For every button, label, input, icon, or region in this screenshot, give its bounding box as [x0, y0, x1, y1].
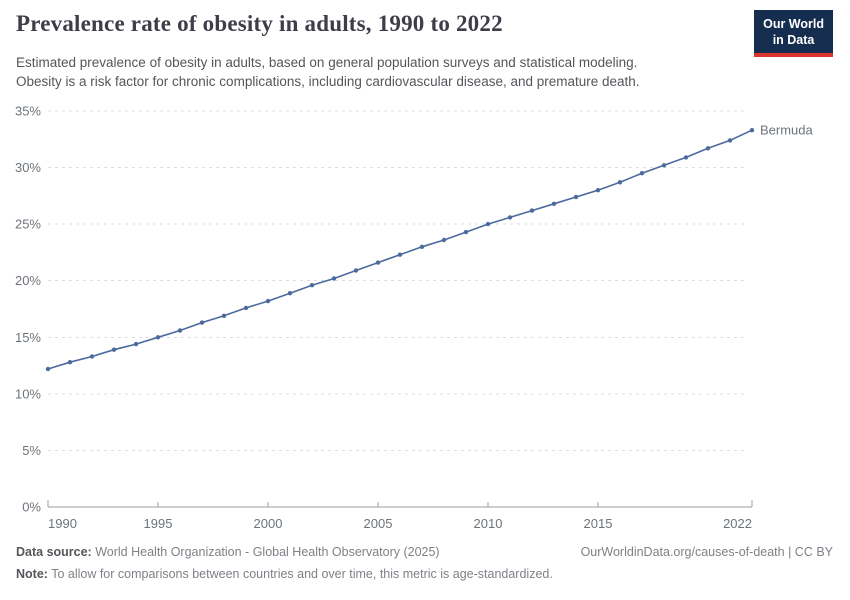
x-axis-tick-label: 2015	[584, 516, 613, 531]
data-point[interactable]	[309, 283, 315, 288]
y-axis-tick-label: 35%	[15, 104, 41, 119]
data-source-line: Data source: World Health Organization -…	[16, 545, 440, 559]
data-point[interactable]	[133, 341, 139, 347]
data-point[interactable]	[89, 354, 95, 359]
data-point[interactable]	[485, 221, 491, 227]
data-point[interactable]	[265, 298, 271, 304]
x-axis-tick-label: 2005	[364, 516, 393, 531]
series-label-bermuda: Bermuda	[760, 123, 814, 138]
y-axis-tick-label: 0%	[22, 500, 41, 515]
data-point[interactable]	[155, 335, 161, 340]
data-point[interactable]	[397, 252, 403, 257]
data-point[interactable]	[727, 138, 733, 143]
x-axis-tick-label: 1995	[144, 516, 173, 531]
owid-logo[interactable]: Our World in Data	[754, 10, 833, 58]
note-line: Note: To allow for comparisons between c…	[16, 567, 553, 581]
data-source-value: World Health Organization - Global Healt…	[95, 545, 440, 559]
data-point[interactable]	[749, 128, 755, 133]
data-point[interactable]	[331, 276, 337, 281]
data-point[interactable]	[441, 237, 447, 243]
data-point[interactable]	[573, 194, 579, 200]
data-source-label: Data source:	[16, 545, 92, 559]
data-point[interactable]	[353, 268, 359, 273]
note-label: Note:	[16, 567, 48, 581]
y-axis-tick-label: 30%	[15, 160, 41, 175]
data-point[interactable]	[67, 360, 73, 365]
chart-subtitle-line1: Estimated prevalence of obesity in adult…	[16, 55, 638, 70]
y-axis-tick-label: 25%	[15, 217, 41, 232]
data-point[interactable]	[705, 146, 711, 151]
data-point[interactable]	[111, 347, 117, 352]
data-point[interactable]	[507, 215, 513, 220]
owid-logo-line1: Our World	[763, 17, 824, 31]
data-point[interactable]	[221, 313, 227, 318]
page-title: Prevalence rate of obesity in adults, 19…	[16, 11, 503, 36]
data-point[interactable]	[45, 366, 51, 372]
data-point[interactable]	[463, 229, 469, 235]
x-axis-tick-label: 2022	[723, 516, 752, 531]
owid-license-link[interactable]: OurWorldinData.org/causes-of-death | CC …	[580, 545, 833, 559]
x-axis-tick-label: 2000	[254, 516, 283, 531]
chart-subtitle-line2: Obesity is a risk factor for chronic com…	[16, 74, 640, 90]
x-axis-tick-label: 1990	[48, 516, 77, 531]
data-point[interactable]	[595, 188, 601, 193]
y-axis-tick-label: 5%	[22, 443, 41, 458]
owid-logo-line2: in Data	[772, 32, 815, 47]
data-point[interactable]	[617, 180, 623, 185]
data-point[interactable]	[287, 291, 293, 296]
data-point[interactable]	[683, 155, 689, 160]
note-value: To allow for comparisons between countri…	[51, 567, 553, 581]
chart-subtitle: Estimated prevalence of obesity in adult…	[16, 53, 640, 91]
data-point[interactable]	[243, 305, 249, 311]
data-point[interactable]	[661, 163, 667, 168]
data-point[interactable]	[639, 171, 645, 176]
data-point[interactable]	[177, 328, 183, 333]
x-axis-tick-label: 2010	[474, 516, 503, 531]
y-axis-tick-label: 10%	[15, 386, 41, 401]
data-point[interactable]	[375, 260, 381, 265]
y-axis-tick-label: 15%	[15, 330, 41, 345]
y-axis-tick-label: 20%	[15, 273, 41, 288]
data-point[interactable]	[551, 201, 557, 206]
series-line-bermuda[interactable]	[47, 129, 753, 370]
data-point[interactable]	[529, 208, 535, 213]
line-chart[interactable]: 0% 5% 10% 15% 20% 25% 30% 35% 1990 1995 2000 2005 20…	[0, 100, 850, 545]
data-point[interactable]	[419, 244, 425, 249]
data-point[interactable]	[199, 320, 205, 325]
